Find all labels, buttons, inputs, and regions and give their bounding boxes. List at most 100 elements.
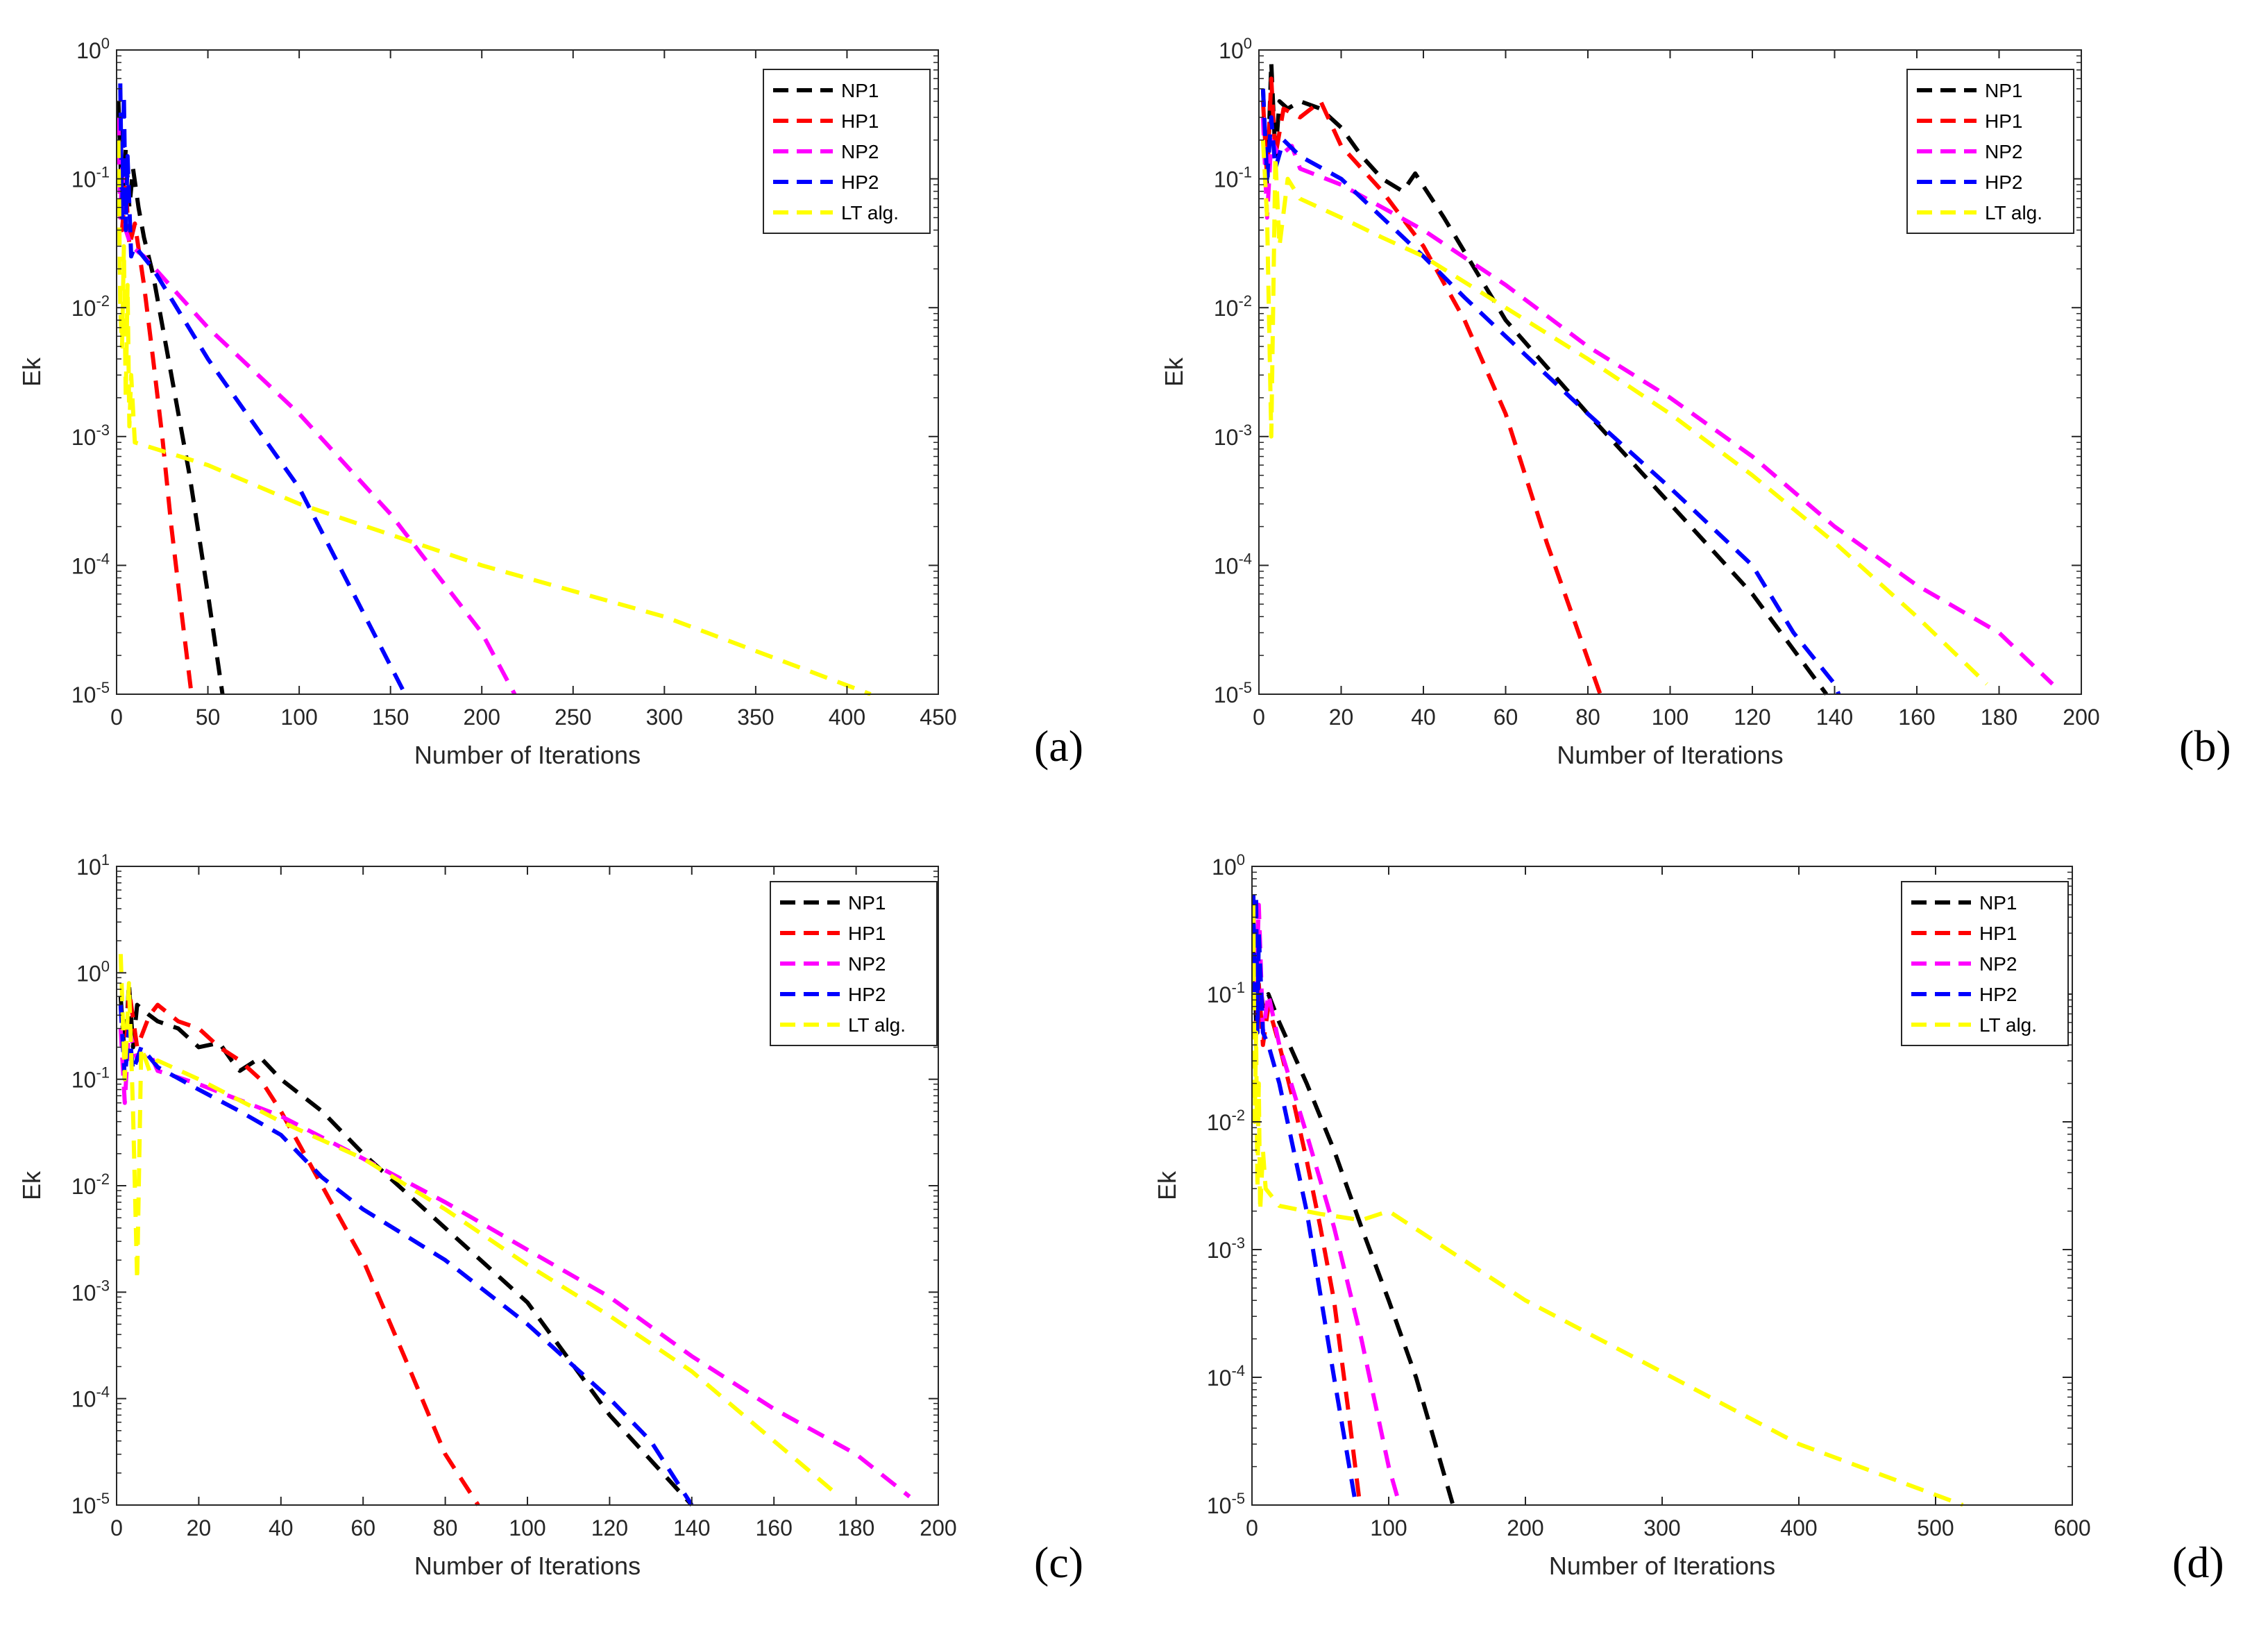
x-tick-label: 200 [464,705,500,730]
series-group [117,83,872,696]
x-tick-label: 0 [110,705,123,730]
x-tick-label: 0 [1246,1515,1258,1540]
x-tick-label: 200 [2063,705,2099,730]
y-tick-label: 10-3 [71,1277,110,1305]
x-tick-label: 200 [1507,1515,1543,1540]
y-tick-label: 10-2 [71,1170,110,1199]
y-tick-label: 101 [76,851,110,880]
x-tick-label: 400 [1780,1515,1817,1540]
x-tick-label: 150 [372,705,409,730]
legend: NP1 HP1 NP2 HP2 LT alg. [763,69,931,234]
panel-label: (b) [2179,721,2231,771]
legend-entry: LT alg. [1985,202,2042,224]
x-tick-label: 500 [1917,1515,1954,1540]
y-tick-label: 10-5 [1207,1490,1245,1518]
x-tick-label: 140 [1816,705,1853,730]
y-tick-label: 10-2 [71,292,110,321]
x-tick-label: 140 [673,1515,710,1540]
x-tick-label: 60 [1493,705,1518,730]
series-line-hp1 [118,987,480,1506]
legend-entry: NP2 [1985,141,2022,162]
legend-entry: LT alg. [841,202,899,224]
x-tick-label: 600 [2054,1515,2090,1540]
legend-entry: HP1 [1985,110,2022,132]
x-tick-label: 40 [1411,705,1436,730]
series-line-hp2 [118,1005,694,1506]
x-tick-label: 250 [555,705,591,730]
legend-entry: NP1 [848,892,886,914]
legend: NP1 HP1 NP2 HP2 LT alg. [1906,69,2074,234]
x-tick-label: 300 [646,705,683,730]
x-tick-label: 350 [737,705,774,730]
legend-entry: LT alg. [848,1014,906,1036]
legend-box [770,881,938,1046]
legend-entry: HP1 [841,110,879,132]
legend-entry: NP2 [841,141,879,162]
x-tick-label: 100 [1370,1515,1407,1540]
y-tick-label: 10-1 [1207,979,1245,1007]
legend-entry: HP2 [1985,171,2022,193]
x-axis-label: Number of Iterations [414,741,641,769]
panel-b: 0 20 40 60 80 100 120 140 160 180 200 100 10-1 10-2 10… [1160,35,2231,771]
series-group [118,954,911,1506]
x-tick-label: 0 [1253,705,1265,730]
legend-box [763,69,931,234]
x-tick-label: 0 [110,1515,123,1540]
series-line-lt-alg [1260,140,1988,686]
series-group [1260,60,2054,696]
legend-entry: HP1 [848,923,886,944]
x-tick-label: 120 [591,1515,628,1540]
panel-a: 0 50 100 150 200 250 300 350 400 450 100 10-1 10-2 10… [17,35,1083,771]
series-line-lt-alg [117,140,872,696]
panel-label: (c) [1034,1538,1083,1587]
x-tick-label: 60 [350,1515,375,1540]
legend: NP1 HP1 NP2 HP2 LT alg. [1901,881,2069,1046]
y-axis-label: Ek [1153,1170,1181,1200]
y-tick-label: 10-2 [1207,1107,1245,1135]
x-tick-label: 200 [920,1515,956,1540]
legend-box [1906,69,2074,234]
y-axis-label: Ek [1160,357,1188,387]
y-tick-label: 10-4 [1207,1362,1245,1390]
x-tick-label: 450 [920,705,956,730]
legend-entry: NP1 [1979,892,2017,914]
x-tick-label: 80 [1575,705,1600,730]
y-tick-label: 10-3 [1214,421,1252,450]
y-tick-label: 10-5 [71,679,110,707]
y-tick-label: 10-4 [71,1384,110,1412]
legend-entry: HP2 [1979,984,2017,1005]
y-tick-label: 10-1 [71,1064,110,1093]
x-axis-label: Number of Iterations [414,1552,641,1580]
series-line-lt-alg [118,954,841,1499]
series-line-hp2 [1260,88,1841,696]
y-tick-label: 100 [76,957,110,986]
y-tick-label: 10-1 [71,164,110,192]
legend-entry: LT alg. [1979,1014,2037,1036]
legend: NP1 HP1 NP2 HP2 LT alg. [770,881,938,1046]
series-line-np2 [118,1026,911,1499]
panel-c: 0 20 40 60 80 100 120 140 160 180 200 101 100 10-1 10-… [17,851,1083,1587]
x-tick-label: 180 [1981,705,2017,730]
panel-label: (d) [2172,1538,2224,1587]
x-tick-label: 400 [829,705,865,730]
y-tick-label: 10-4 [71,550,110,578]
x-axis-label: Number of Iterations [1557,741,1783,769]
series-line-hp1 [1260,76,1602,695]
y-axis-label: Ek [17,357,46,387]
series-line-lt-alg [1252,905,1964,1506]
x-tick-label: 120 [1734,705,1770,730]
y-tick-label: 100 [1219,35,1252,63]
x-tick-label: 300 [1643,1515,1680,1540]
panel-label: (a) [1034,721,1083,771]
legend-entry: HP1 [1979,923,2017,944]
x-tick-label: 40 [269,1515,294,1540]
series-group [1252,892,1964,1506]
x-tick-label: 20 [1329,705,1354,730]
legend-entry: HP2 [848,984,886,1005]
y-tick-label: 10-3 [1207,1234,1245,1263]
legend-entry: NP2 [848,953,886,975]
series-line-hp2 [118,83,407,696]
y-tick-label: 10-5 [1214,679,1252,707]
y-tick-label: 10-2 [1214,292,1252,321]
